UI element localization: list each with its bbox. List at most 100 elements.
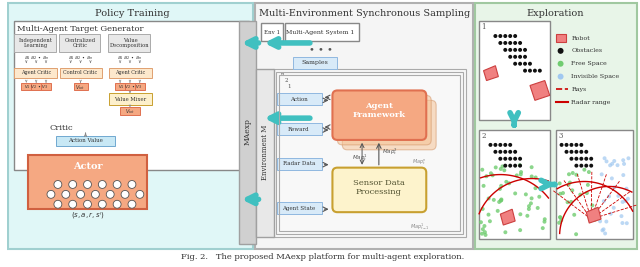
Bar <box>277 158 321 170</box>
Circle shape <box>622 162 626 166</box>
Circle shape <box>541 226 545 230</box>
Circle shape <box>575 164 579 168</box>
Circle shape <box>579 150 583 154</box>
Circle shape <box>587 170 591 174</box>
Circle shape <box>508 41 512 45</box>
Bar <box>31 83 41 91</box>
Circle shape <box>492 198 496 202</box>
Circle shape <box>559 218 563 222</box>
Circle shape <box>627 156 630 160</box>
Circle shape <box>106 190 114 198</box>
Circle shape <box>128 180 136 189</box>
Bar <box>125 83 135 91</box>
Text: Value
Decomposition: Value Decomposition <box>110 38 150 48</box>
Bar <box>59 34 100 52</box>
Text: Agent
Framework: Agent Framework <box>352 102 405 119</box>
Bar <box>279 74 460 231</box>
Circle shape <box>598 219 602 223</box>
Circle shape <box>513 157 517 161</box>
Circle shape <box>579 193 582 197</box>
Text: Invisible Space: Invisible Space <box>572 74 620 79</box>
Bar <box>475 3 637 249</box>
Circle shape <box>503 34 508 38</box>
Circle shape <box>530 165 534 169</box>
Circle shape <box>499 184 503 188</box>
Circle shape <box>626 197 630 201</box>
Circle shape <box>481 227 485 231</box>
Circle shape <box>121 190 129 198</box>
Circle shape <box>527 204 531 208</box>
Circle shape <box>568 180 572 184</box>
Bar <box>285 23 359 41</box>
Bar <box>21 83 31 91</box>
Text: Radar range: Radar range <box>572 100 611 105</box>
Circle shape <box>508 48 512 52</box>
Circle shape <box>616 194 620 198</box>
Circle shape <box>518 164 522 168</box>
Bar <box>277 123 321 135</box>
Text: Multi-Agent System 1: Multi-Agent System 1 <box>286 30 355 34</box>
Circle shape <box>513 55 517 59</box>
Circle shape <box>84 180 92 189</box>
Circle shape <box>479 220 483 224</box>
Circle shape <box>503 48 508 52</box>
Polygon shape <box>500 209 515 225</box>
Text: 2: 2 <box>481 132 486 140</box>
Circle shape <box>480 168 484 172</box>
Circle shape <box>538 69 542 73</box>
Circle shape <box>575 173 579 177</box>
Circle shape <box>499 150 502 154</box>
Circle shape <box>518 48 522 52</box>
Circle shape <box>518 41 522 45</box>
Circle shape <box>620 221 625 225</box>
Circle shape <box>523 48 527 52</box>
Circle shape <box>557 221 561 225</box>
Circle shape <box>538 195 541 199</box>
Bar <box>273 69 466 237</box>
Circle shape <box>482 184 486 188</box>
Circle shape <box>513 164 517 168</box>
Bar <box>257 69 274 237</box>
Circle shape <box>561 191 565 195</box>
Bar <box>41 83 51 91</box>
Circle shape <box>570 157 573 161</box>
Circle shape <box>579 164 583 168</box>
Text: Multi-Environment Synchronous Sampling: Multi-Environment Synchronous Sampling <box>259 9 470 18</box>
Circle shape <box>600 172 604 176</box>
Circle shape <box>499 34 502 38</box>
Text: Independent
Learning: Independent Learning <box>19 38 53 48</box>
Bar <box>60 68 102 78</box>
Circle shape <box>616 163 620 167</box>
Circle shape <box>496 209 500 213</box>
Text: Samples: Samples <box>301 60 328 65</box>
Text: MAexp: MAexp <box>243 119 252 146</box>
Circle shape <box>557 48 564 54</box>
Circle shape <box>483 224 486 228</box>
Circle shape <box>523 69 527 73</box>
Circle shape <box>534 175 538 179</box>
Circle shape <box>558 192 563 196</box>
Text: Agent Critic: Agent Critic <box>115 70 145 75</box>
Circle shape <box>602 227 605 231</box>
Circle shape <box>607 194 611 198</box>
Circle shape <box>584 164 588 168</box>
Circle shape <box>620 214 623 218</box>
Text: Radar Data: Radar Data <box>283 161 315 166</box>
Text: Env 1: Env 1 <box>264 30 280 34</box>
Circle shape <box>113 200 121 208</box>
Circle shape <box>506 216 509 220</box>
Text: • • •: • • • <box>308 46 333 55</box>
Circle shape <box>586 183 590 187</box>
Circle shape <box>503 143 508 147</box>
Circle shape <box>515 174 519 177</box>
Circle shape <box>518 228 522 232</box>
Text: $Map^1_{t-1}$: $Map^1_{t-1}$ <box>410 222 429 232</box>
Circle shape <box>621 158 625 162</box>
Bar <box>15 34 56 52</box>
Circle shape <box>128 200 136 208</box>
Circle shape <box>508 34 512 38</box>
Circle shape <box>584 150 588 154</box>
Circle shape <box>575 150 579 154</box>
FancyBboxPatch shape <box>332 168 426 212</box>
Circle shape <box>508 157 512 161</box>
